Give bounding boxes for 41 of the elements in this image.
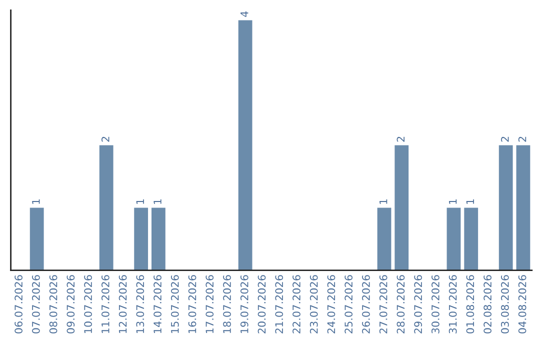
data-label: 2 (518, 136, 526, 142)
data-label: 1 (449, 199, 457, 204)
x-tick-label: 21.07.2026 (275, 275, 284, 334)
x-tick-label: 01.08.2026 (466, 275, 474, 334)
data-label: 1 (32, 199, 40, 204)
data-label: 2 (101, 136, 110, 142)
x-tick-label: 23.07.2026 (310, 275, 318, 334)
x-tick-label: 10.07.2026 (84, 275, 92, 333)
x-tick-label: 19.07.2026 (240, 275, 248, 333)
x-tick-label: 06.07.2026 (14, 275, 23, 334)
data-label: 1 (380, 199, 388, 204)
data-label: 1 (154, 199, 162, 204)
x-tick-label: 31.07.2026 (448, 275, 457, 334)
x-tick-label: 28.07.2026 (396, 275, 405, 334)
x-tick-label: 24.07.2026 (327, 275, 336, 334)
x-tick-label: 03.08.2026 (500, 275, 509, 334)
x-tick-label: 20.07.2026 (258, 275, 266, 334)
data-label: 2 (500, 136, 509, 142)
x-tick-label: 29.07.2026 (414, 275, 422, 334)
data-label: 1 (466, 199, 474, 204)
x-tick-label: 25.07.2026 (344, 275, 353, 334)
x-tick-label: 27.07.2026 (379, 275, 388, 334)
x-tick-label: 30.07.2026 (432, 275, 440, 334)
x-tick-label: 16.07.2026 (188, 275, 196, 333)
x-tick-label: 02.08.2026 (484, 275, 492, 334)
x-tick-label: 04.08.2026 (518, 275, 526, 334)
x-tick-label: 11.07.2026 (101, 275, 110, 333)
x-tick-label: 14.07.2026 (154, 275, 162, 333)
x-tick-label: 07.07.2026 (32, 275, 40, 334)
x-tick-label: 15.07.2026 (170, 275, 179, 333)
x-tick-label: 13.07.2026 (136, 275, 144, 333)
data-label: 1 (136, 199, 144, 204)
data-label: 2 (396, 136, 404, 142)
x-tick-label: 17.07.2026 (206, 275, 214, 333)
x-tick-label: 12.07.2026 (118, 275, 127, 333)
x-tick-label: 18.07.2026 (223, 275, 231, 333)
x-tick-label: 08.07.2026 (49, 275, 58, 334)
x-tick-label: 22.07.2026 (292, 275, 300, 334)
data-label: 4 (240, 11, 248, 17)
x-tick-label: 09.07.2026 (66, 275, 75, 334)
x-tick-label: 26.07.2026 (362, 275, 370, 334)
